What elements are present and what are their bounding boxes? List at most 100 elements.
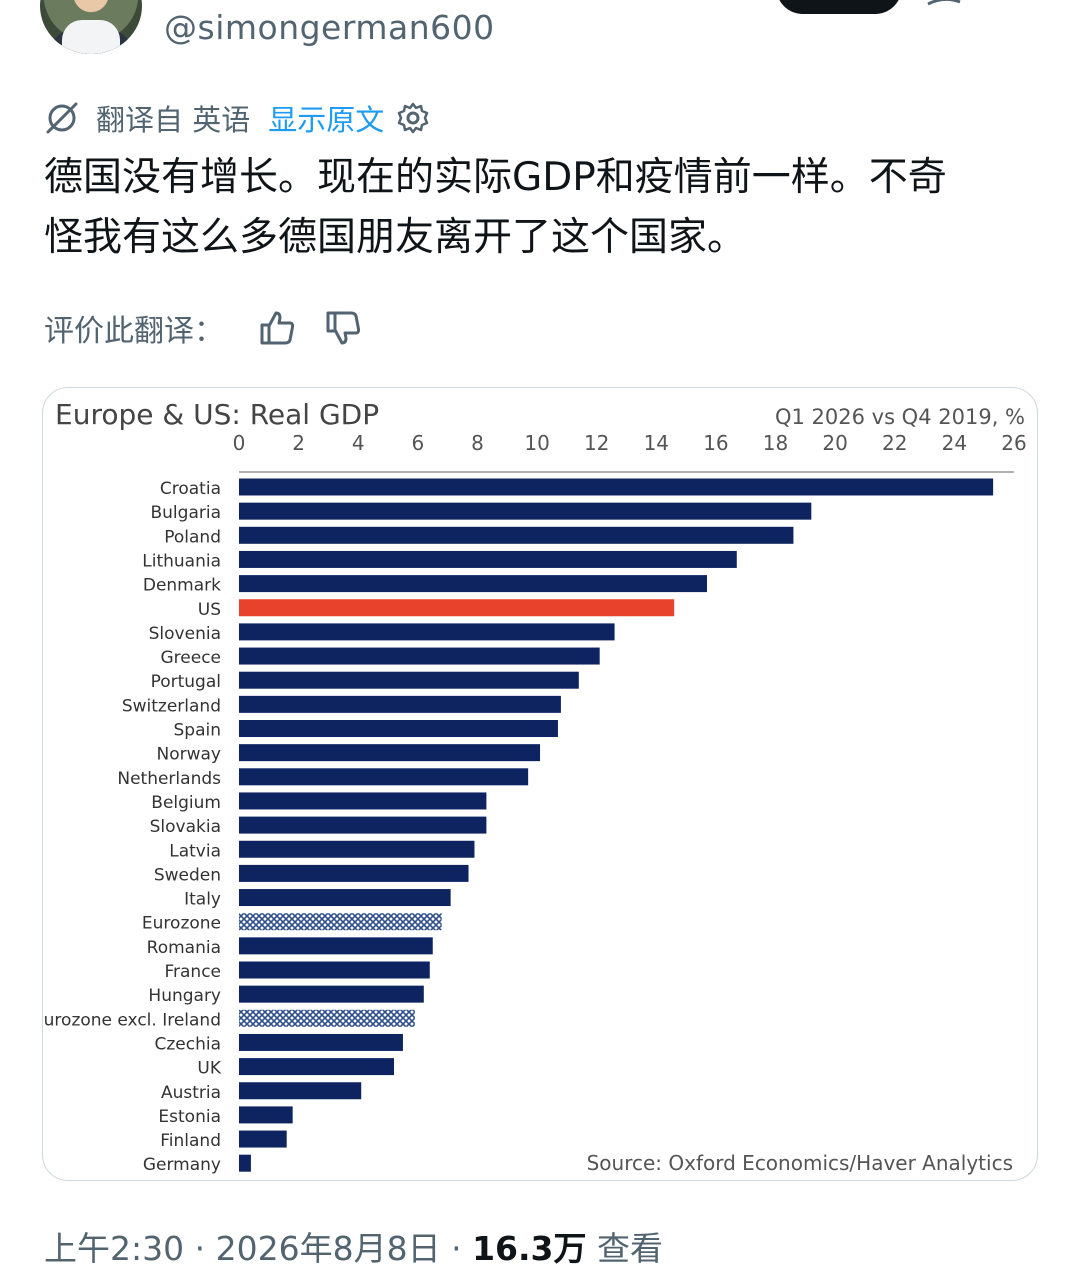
bar-hungary (239, 985, 424, 1003)
bar-finland (239, 1130, 287, 1148)
bar-latvia (239, 840, 475, 858)
bar-eurozone (239, 913, 442, 931)
meta-separator: · (440, 1229, 473, 1268)
rate-translation: 评价此翻译： (44, 306, 390, 350)
category-label: Czechia (154, 1034, 221, 1054)
category-label: Slovakia (150, 817, 221, 837)
x-tick-label: 12 (584, 431, 609, 455)
x-tick-label: 8 (471, 431, 484, 455)
category-label: Denmark (143, 576, 221, 596)
bar-germany (239, 1154, 251, 1172)
bar-bulgaria (239, 502, 812, 520)
bar-poland (239, 526, 794, 544)
category-label: Hungary (148, 986, 221, 1006)
gdp-bar-chart: Europe & US: Real GDP Q1 2026 vs Q4 2019… (43, 398, 1027, 1175)
tweet-date[interactable]: 2026年8月8日 (215, 1229, 441, 1268)
bar-croatia (239, 478, 994, 496)
rate-translation-label: 评价此翻译： (44, 314, 224, 349)
view-count: 16.3万 (472, 1229, 587, 1268)
more-options-icon[interactable] (926, 0, 962, 6)
category-label: Lithuania (142, 551, 221, 571)
category-label: Eurozone (142, 914, 221, 934)
x-tick-label: 14 (644, 431, 669, 455)
bar-estonia (239, 1106, 293, 1124)
bar-romania (239, 937, 433, 955)
bar-us (239, 599, 675, 617)
category-label: Croatia (160, 479, 221, 499)
category-label: Finland (160, 1131, 221, 1151)
x-tick-label: 0 (233, 431, 246, 455)
x-tick-label: 6 (411, 431, 424, 455)
category-label: Slovenia (149, 624, 221, 644)
bar-netherlands (239, 768, 529, 786)
chart-subtitle: Q1 2026 vs Q4 2019, % (775, 405, 1025, 429)
category-label: Norway (157, 745, 222, 765)
category-label: Latvia (169, 841, 221, 861)
category-label: Switzerland (122, 696, 221, 716)
category-label: Poland (164, 527, 221, 547)
translate-icon (46, 102, 78, 134)
bar-france (239, 961, 430, 979)
category-label: Italy (184, 890, 221, 910)
thumbs-up-icon[interactable] (258, 309, 296, 347)
category-label: Estonia (158, 1107, 221, 1127)
meta-separator: · (184, 1229, 216, 1268)
avatar[interactable] (40, 0, 142, 54)
bar-slovakia (239, 816, 487, 834)
category-label: UK (197, 1059, 221, 1079)
translation-notice: 翻译自 英语 显示原文 (44, 98, 430, 138)
bar-denmark (239, 575, 707, 593)
user-handle[interactable]: @simongerman600 (164, 8, 495, 47)
views-label: 查看 (596, 1229, 663, 1268)
category-label: Portugal (151, 672, 221, 692)
bar-sweden (239, 864, 469, 882)
bar-greece (239, 647, 600, 665)
chart-image-card[interactable]: Europe & US: Real GDP Q1 2026 vs Q4 2019… (42, 387, 1038, 1181)
x-tick-label: 2 (292, 431, 305, 455)
x-tick-label: 10 (524, 431, 549, 455)
x-tick-label: 26 (1001, 431, 1026, 455)
bar-eurozone-excl-ireland (239, 1009, 415, 1027)
translated-from-label: 翻译自 英语 (96, 103, 251, 137)
thumbs-down-icon[interactable] (324, 309, 362, 347)
category-label: Netherlands (117, 769, 221, 789)
category-label: Bulgaria (151, 503, 222, 523)
category-label: Austria (161, 1083, 221, 1103)
tweet-meta: 上午2:30 · 2026年8月8日 · 16.3万 查看 (44, 1222, 663, 1270)
show-original-link[interactable]: 显示原文 (268, 103, 385, 137)
follow-button[interactable] (776, 0, 902, 14)
x-tick-label: 4 (352, 431, 365, 455)
category-label: Romania (147, 938, 221, 958)
x-tick-label: 16 (703, 431, 728, 455)
chart-source: Source: Oxford Economics/Haver Analytics (587, 1151, 1013, 1175)
category-label: France (164, 962, 221, 982)
bar-switzerland (239, 695, 561, 713)
bar-spain (239, 720, 558, 737)
category-label: Spain (174, 721, 222, 741)
bar-norway (239, 744, 541, 762)
x-tick-label: 24 (942, 431, 967, 455)
tweet-text: 德国没有增长。现在的实际GDP和疫情前一样。不奇 怪我有这么多德国朋友离开了这个… (44, 148, 1044, 268)
category-label: Germany (143, 1155, 221, 1175)
bar-belgium (239, 792, 487, 810)
bar-portugal (239, 671, 579, 689)
bar-slovenia (239, 623, 615, 641)
category-label: US (198, 600, 221, 620)
gear-icon[interactable] (396, 101, 430, 135)
tweet-text-line: 德国没有增长。现在的实际GDP和疫情前一样。不奇 (44, 155, 947, 200)
bar-austria (239, 1082, 362, 1100)
chart-title: Europe & US: Real GDP (55, 398, 379, 431)
tweet-time[interactable]: 上午2:30 (44, 1229, 185, 1268)
category-label: Belgium (151, 793, 221, 813)
x-tick-label: 18 (763, 431, 788, 455)
bar-czechia (239, 1033, 403, 1051)
bar-italy (239, 889, 451, 907)
x-tick-label: 20 (822, 431, 847, 455)
bar-uk (239, 1058, 394, 1076)
bar-lithuania (239, 550, 737, 568)
category-label: Eurozone excl. Ireland (43, 1010, 221, 1030)
category-label: Greece (160, 648, 221, 668)
tweet-text-line: 怪我有这么多德国朋友离开了这个国家。 (44, 215, 747, 260)
x-tick-label: 22 (882, 431, 907, 455)
category-label: Sweden (154, 865, 221, 885)
